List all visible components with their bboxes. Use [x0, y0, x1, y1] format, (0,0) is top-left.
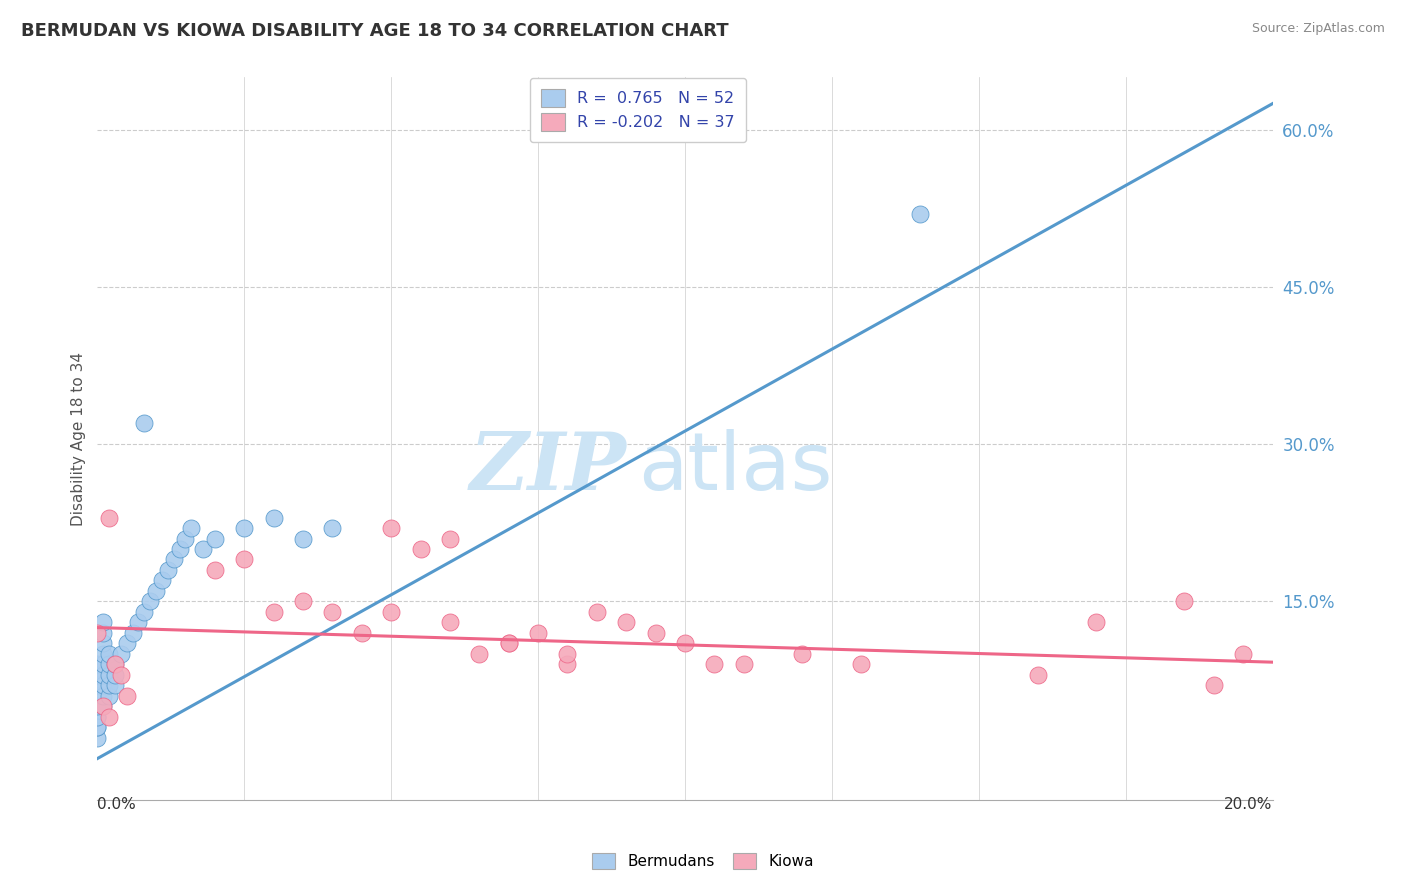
Point [134, 605, 156, 619]
Point [673, 636, 696, 650]
Point [263, 605, 285, 619]
Point [91, 667, 114, 681]
Point [233, 552, 256, 566]
Point [263, 510, 285, 524]
Legend: R =  0.765   N = 52, R = -0.202   N = 37: R = 0.765 N = 52, R = -0.202 N = 37 [530, 78, 747, 142]
Point [145, 583, 167, 598]
Point [792, 647, 814, 661]
Point [350, 625, 373, 640]
Point [86, 699, 108, 714]
Point [86, 731, 108, 745]
Point [86, 625, 108, 640]
Point [191, 541, 214, 556]
Point [98, 667, 121, 681]
Point [104, 657, 127, 672]
Point [98, 709, 121, 723]
Point [644, 625, 666, 640]
Point [439, 615, 461, 630]
Point [86, 667, 108, 681]
Point [498, 636, 520, 650]
Point [110, 647, 132, 661]
Point [86, 667, 108, 681]
Text: BERMUDAN VS KIOWA DISABILITY AGE 18 TO 34 CORRELATION CHART: BERMUDAN VS KIOWA DISABILITY AGE 18 TO 3… [21, 22, 728, 40]
Text: 20.0%: 20.0% [1225, 797, 1272, 813]
Point [233, 521, 256, 535]
Point [527, 625, 550, 640]
Point [86, 720, 108, 734]
Point [321, 521, 343, 535]
Point [1202, 678, 1225, 692]
Point [292, 532, 315, 546]
Point [104, 667, 127, 681]
Y-axis label: Disability Age 18 to 34: Disability Age 18 to 34 [72, 352, 86, 526]
Point [115, 689, 138, 703]
Point [204, 532, 226, 546]
Point [86, 709, 108, 723]
Text: 0.0%: 0.0% [97, 797, 136, 813]
Point [557, 657, 579, 672]
Point [98, 689, 121, 703]
Point [91, 699, 114, 714]
Point [204, 563, 226, 577]
Point [86, 709, 108, 723]
Point [498, 636, 520, 650]
Point [169, 541, 191, 556]
Point [110, 667, 132, 681]
Point [86, 689, 108, 703]
Point [292, 594, 315, 608]
Point [91, 625, 114, 640]
Point [139, 594, 162, 608]
Point [180, 521, 202, 535]
Point [91, 615, 114, 630]
Point [86, 699, 108, 714]
Point [121, 625, 143, 640]
Point [86, 657, 108, 672]
Point [134, 416, 156, 430]
Point [91, 689, 114, 703]
Point [380, 521, 402, 535]
Point [91, 636, 114, 650]
Point [1026, 667, 1049, 681]
Point [557, 647, 579, 661]
Point [104, 678, 127, 692]
Point [174, 532, 197, 546]
Point [150, 574, 173, 588]
Text: atlas: atlas [638, 429, 832, 507]
Point [163, 552, 186, 566]
Point [703, 657, 725, 672]
Point [86, 689, 108, 703]
Text: Source: ZipAtlas.com: Source: ZipAtlas.com [1251, 22, 1385, 36]
Point [91, 678, 114, 692]
Point [1232, 647, 1254, 661]
Point [439, 532, 461, 546]
Point [380, 605, 402, 619]
Point [98, 678, 121, 692]
Point [86, 678, 108, 692]
Point [321, 605, 343, 619]
Legend: Bermudans, Kiowa: Bermudans, Kiowa [586, 847, 820, 875]
Point [156, 563, 179, 577]
Point [733, 657, 755, 672]
Point [86, 720, 108, 734]
Point [851, 657, 873, 672]
Point [908, 207, 931, 221]
Point [127, 615, 149, 630]
Point [1085, 615, 1108, 630]
Point [104, 657, 127, 672]
Point [86, 678, 108, 692]
Point [91, 657, 114, 672]
Text: ZIP: ZIP [470, 429, 626, 507]
Point [409, 541, 432, 556]
Point [115, 636, 138, 650]
Point [91, 699, 114, 714]
Point [1173, 594, 1195, 608]
Point [91, 647, 114, 661]
Point [98, 647, 121, 661]
Point [98, 510, 121, 524]
Point [98, 657, 121, 672]
Point [468, 647, 491, 661]
Point [585, 605, 607, 619]
Point [614, 615, 637, 630]
